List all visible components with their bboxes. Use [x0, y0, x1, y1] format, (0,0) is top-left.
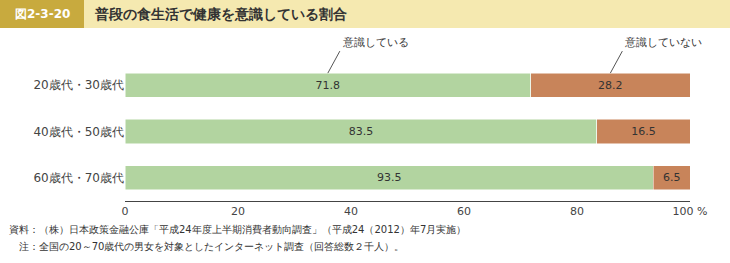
svg-text:意識している: 意識している	[342, 36, 409, 49]
svg-text:71.8: 71.8	[316, 79, 341, 92]
svg-text:資料：（株）日本政策金融公庫「平成24年度上半期消費者動向調: 資料：（株）日本政策金融公庫「平成24年度上半期消費者動向調査」（平成24（20…	[9, 224, 466, 235]
svg-text:16.5: 16.5	[631, 125, 656, 138]
svg-text:40歳代・50歳代: 40歳代・50歳代	[33, 125, 124, 139]
svg-text:図2-3-20: 図2-3-20	[15, 7, 70, 21]
svg-text:40: 40	[344, 205, 358, 218]
svg-text:20: 20	[231, 205, 245, 218]
svg-text:意識していない: 意識していない	[624, 36, 702, 49]
svg-text:60: 60	[457, 205, 471, 218]
svg-text:83.5: 83.5	[349, 125, 374, 138]
svg-text:80: 80	[570, 205, 584, 218]
svg-text:0: 0	[122, 205, 129, 218]
svg-text:6.5: 6.5	[663, 171, 681, 184]
svg-text:普段の食生活で健康を意識している割合: 普段の食生活で健康を意識している割合	[94, 6, 347, 22]
svg-text:20歳代・30歳代: 20歳代・30歳代	[33, 78, 124, 92]
svg-text:60歳代・70歳代: 60歳代・70歳代	[33, 171, 124, 185]
svg-text:93.5: 93.5	[377, 171, 402, 184]
svg-text:100 %: 100 %	[673, 205, 708, 218]
svg-text:注：全国の20～70歳代の男女を対象としたインターネット調査: 注：全国の20～70歳代の男女を対象としたインターネット調査（回答総数２千人）。	[9, 241, 404, 252]
svg-text:28.2: 28.2	[598, 79, 623, 92]
